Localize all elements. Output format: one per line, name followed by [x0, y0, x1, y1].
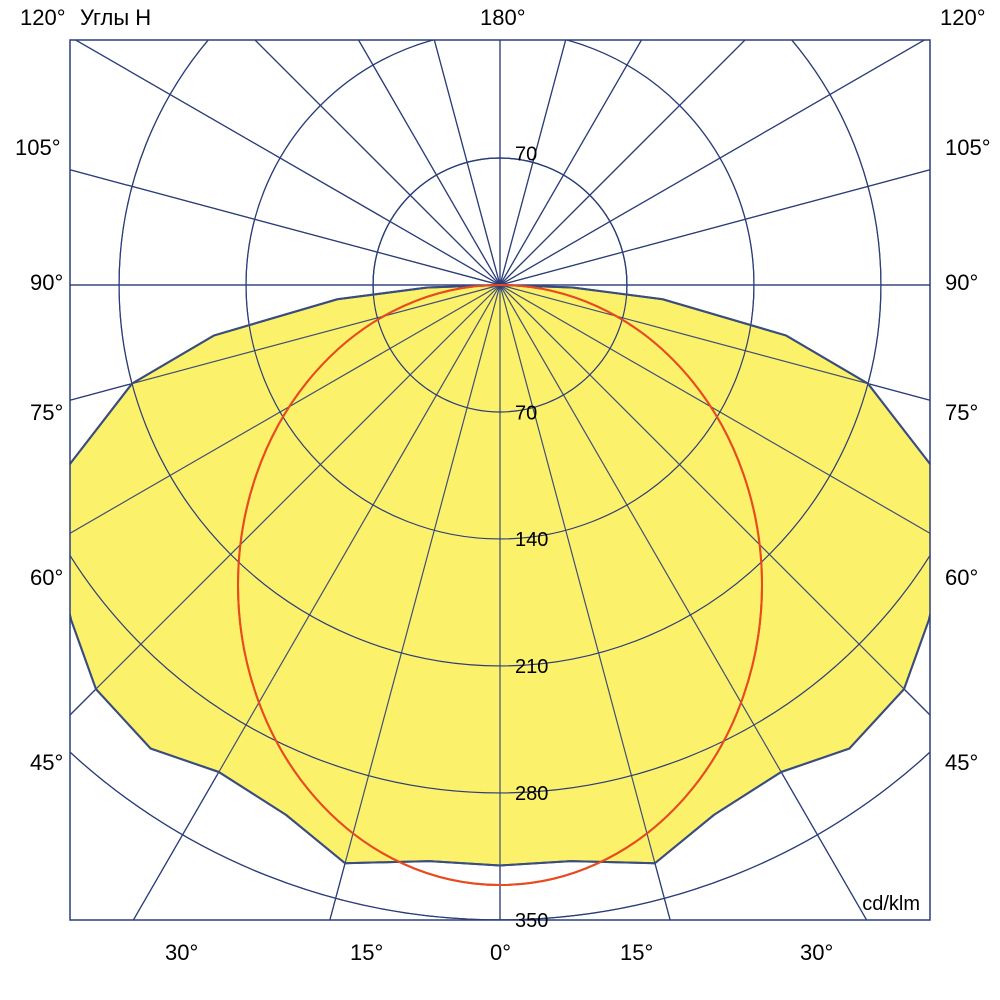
- angle-label-right: 60°: [945, 565, 978, 590]
- angle-label-left: 30°: [165, 940, 198, 965]
- radial-tick-label: 280: [515, 783, 548, 805]
- angle-label-right: 45°: [945, 750, 978, 775]
- unit-label: cd/klm: [862, 893, 920, 915]
- chart-title: Углы Н: [80, 5, 151, 30]
- angle-label-right: 105°: [945, 135, 991, 160]
- angle-label-left: 120°: [20, 5, 66, 30]
- angle-label-right: 90°: [945, 270, 978, 295]
- angle-label-right: 30°: [800, 940, 833, 965]
- radial-tick-label: 350: [515, 910, 548, 932]
- angle-label-top: 180°: [480, 5, 526, 30]
- radial-tick-label: 70: [515, 402, 537, 424]
- polar-chart: 70 140 210 280 350 70 120° 105° 90° 75° 60° 45° 30° 1…: [0, 0, 1000, 1000]
- radial-tick-label: 140: [515, 529, 548, 551]
- angle-label-left: 105°: [15, 135, 61, 160]
- angle-label-right: 120°: [940, 5, 986, 30]
- radial-tick-label: 210: [515, 656, 548, 678]
- angle-label-left: 0°: [490, 940, 511, 965]
- angle-label-left: 90°: [30, 270, 63, 295]
- angle-label-left: 60°: [30, 565, 63, 590]
- angle-label-left: 75°: [30, 400, 63, 425]
- angle-label-left: 45°: [30, 750, 63, 775]
- angle-label-right: 15°: [620, 940, 653, 965]
- angle-label-left: 15°: [350, 940, 383, 965]
- angle-label-right: 75°: [945, 400, 978, 425]
- radial-tick-label-upper: 70: [515, 143, 537, 165]
- chart-svg: 70 140 210 280 350 70 120° 105° 90° 75° 60° 45° 30° 1…: [0, 0, 1000, 1000]
